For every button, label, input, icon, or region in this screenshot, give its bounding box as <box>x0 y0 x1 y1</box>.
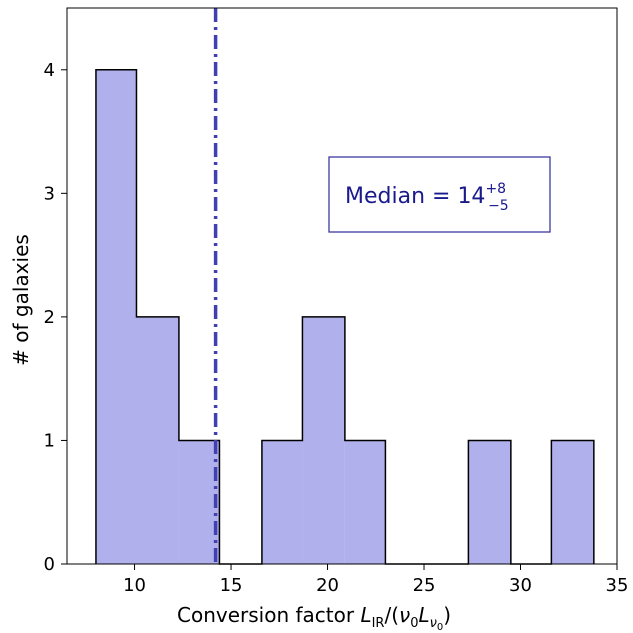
median-annotation-prefix: Median = 14 <box>345 184 485 209</box>
y-axis-label: # of galaxies <box>9 234 33 366</box>
x-axis-label-zero2: 0 <box>437 622 443 633</box>
x-tick-label-15: 15 <box>220 575 243 596</box>
x-axis-label: Conversion factor LIR/(ν0Lν0) <box>177 603 451 633</box>
x-axis-label-L1: L <box>360 603 371 627</box>
histogram-bar-6 <box>344 440 386 564</box>
histogram-bar-4 <box>261 440 303 564</box>
x-tick-label-30: 30 <box>509 575 532 596</box>
x-tick-label-20: 20 <box>316 575 339 596</box>
histogram-bars <box>95 69 595 565</box>
median-annotation-text: Median = 14+8 −5 <box>345 181 509 214</box>
y-tick-label-1: 1 <box>44 430 55 451</box>
histogram-bar-5 <box>302 316 345 564</box>
x-tick-label-25: 25 <box>413 575 436 596</box>
y-tick-label-0: 0 <box>44 554 55 575</box>
x-tick-label-35: 35 <box>606 575 629 596</box>
median-annotation-sub: −5 <box>488 198 509 214</box>
x-axis-label-L2: L <box>418 603 429 627</box>
y-tick-label-4: 4 <box>44 60 55 81</box>
median-annotation-sup: +8 <box>485 181 506 197</box>
histogram-bar-2 <box>178 440 220 564</box>
histogram-bar-0 <box>95 69 137 565</box>
histogram-bar-1 <box>136 316 179 564</box>
histogram-bar-9 <box>468 440 511 564</box>
y-axis-ticks: 0 1 2 3 4 <box>44 60 67 575</box>
median-annotation-box <box>328 156 551 233</box>
x-axis-label-IR: IR <box>372 616 385 631</box>
x-tick-label-10: 10 <box>123 575 146 596</box>
y-tick-label-2: 2 <box>44 307 55 328</box>
x-axis-label-zero1: 0 <box>410 616 418 631</box>
x-axis-ticks: 10 15 20 25 30 35 <box>123 564 628 596</box>
y-tick-label-3: 3 <box>44 183 55 204</box>
axes-frame <box>66 7 618 565</box>
x-axis-label-nu1: ν <box>399 603 410 627</box>
x-axis-label-prefix: Conversion factor <box>177 603 360 627</box>
histogram-bar-11 <box>551 440 594 564</box>
x-axis-label-nu2: ν <box>430 616 437 631</box>
